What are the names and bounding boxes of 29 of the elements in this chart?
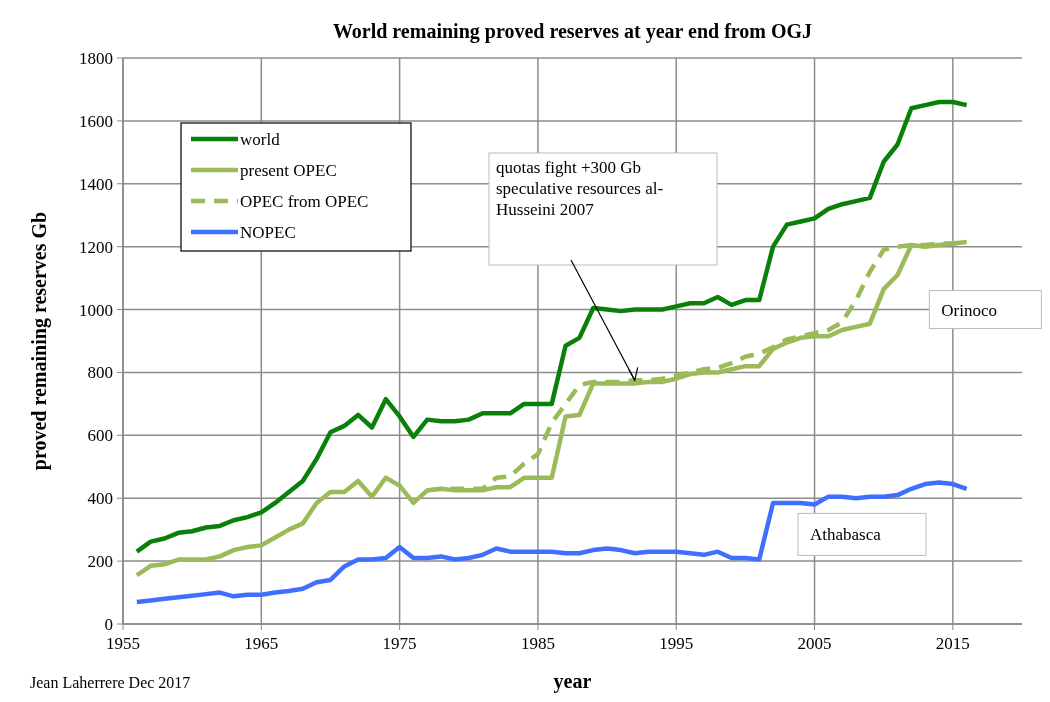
- y-tick-label: 0: [104, 615, 113, 634]
- y-axis-title: proved remaining reserves Gb: [28, 211, 51, 471]
- y-tick-label: 1000: [79, 300, 113, 320]
- legend-label: OPEC from OPEC: [240, 192, 369, 211]
- y-tick-label: 1400: [79, 174, 113, 194]
- chart-title: World remaining proved reserves at year end from OGJ: [332, 20, 813, 43]
- x-tick-label: 2015: [935, 634, 970, 653]
- annotation: quotas fight +300 Gb speculative resources al-Husseini 2007: [496, 158, 664, 219]
- y-tick-label: 1600: [79, 111, 113, 131]
- legend-label: world: [240, 130, 281, 149]
- x-tick-label: 1995: [659, 634, 694, 653]
- x-axis-title: year: [553, 670, 592, 693]
- x-tick-label: 2005: [797, 634, 832, 653]
- y-tick-label: 1200: [79, 237, 113, 257]
- x-tick-label: 1955: [106, 634, 140, 653]
- text: Jean Laherrere Dec 2017: [30, 674, 191, 691]
- y-tick-label: 400: [87, 489, 113, 509]
- x-tick-label: 1985: [520, 634, 555, 653]
- legend-label: present OPEC: [240, 161, 337, 180]
- y-tick-label: 1800: [79, 49, 113, 68]
- y-tick-label: 200: [87, 552, 113, 572]
- annotation: Orinoco: [941, 300, 998, 320]
- y-tick-label: 600: [87, 426, 113, 446]
- x-tick-label: 1965: [244, 634, 279, 653]
- x-tick-label: 1975: [382, 634, 417, 653]
- legend-label: NOPEC: [240, 223, 296, 242]
- annotation: Athabasca: [809, 525, 882, 545]
- y-tick-label: 800: [87, 363, 113, 383]
- line-series: [134, 480, 969, 605]
